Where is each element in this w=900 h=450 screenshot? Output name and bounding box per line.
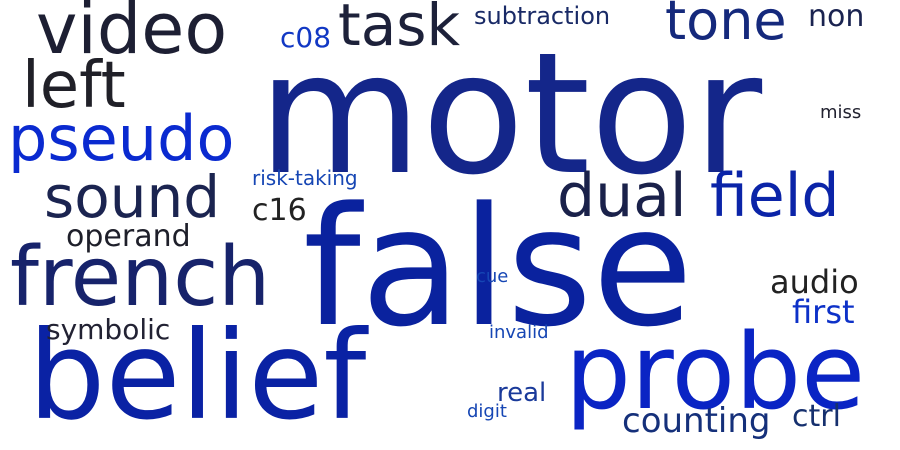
word-field: field	[710, 161, 840, 231]
word-audio: audio	[770, 263, 859, 301]
word-first: first	[792, 293, 855, 331]
word-tone: tone	[665, 0, 787, 52]
word-false: false	[303, 172, 694, 363]
word-miss: miss	[820, 102, 862, 123]
word-belief: belief	[28, 305, 367, 447]
word-c16: c16	[252, 193, 307, 228]
word-sound: sound	[44, 163, 221, 231]
word-left: left	[22, 49, 126, 123]
word-motor: motor	[258, 16, 763, 212]
word-digit: digit	[467, 401, 507, 422]
word-invalid: invalid	[489, 322, 549, 343]
word-ctrl: ctrl	[792, 399, 841, 434]
word-operand: operand	[66, 219, 191, 254]
word-counting: counting	[622, 401, 771, 441]
word-subtraction: subtraction	[474, 2, 611, 30]
word-symbolic: symbolic	[46, 313, 171, 346]
word-non: non	[808, 0, 865, 34]
word-dual: dual	[557, 161, 687, 231]
word-probe: probe	[565, 311, 866, 433]
word-task: task	[338, 0, 461, 59]
word-pseudo: pseudo	[8, 102, 235, 175]
word-real: real	[497, 378, 547, 408]
word-video: video	[36, 0, 228, 70]
word-risk-taking: risk-taking	[252, 166, 358, 190]
word-french: french	[10, 230, 271, 325]
word-c08: c08	[280, 21, 332, 54]
word-cue: cue	[476, 266, 509, 287]
